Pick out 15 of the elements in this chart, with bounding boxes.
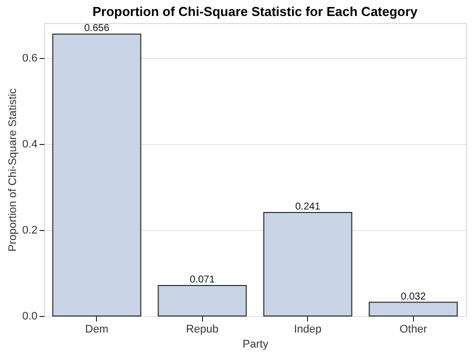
chart-title: Proportion of Chi-Square Statistic for Each Category xyxy=(92,4,418,19)
data-label: 0.071 xyxy=(190,274,216,286)
x-tick-label: Repub xyxy=(186,324,218,336)
data-label: 0.241 xyxy=(295,201,321,212)
y-tick-label: 0.4 xyxy=(22,138,38,151)
data-label: 0.656 xyxy=(84,23,110,34)
y-tick-label: 0.2 xyxy=(22,224,38,237)
y-tick-label: 0.0 xyxy=(22,310,38,322)
x-tick-label: Other xyxy=(399,324,428,336)
x-tick-label: Dem xyxy=(85,324,108,336)
y-tick-label: 0.6 xyxy=(22,52,38,65)
x-axis-title: Party xyxy=(242,338,269,350)
data-label: 0.032 xyxy=(400,291,426,302)
x-tick-label: Indep xyxy=(294,324,322,336)
y-axis-title: Proportion of Chi-Square Statistic xyxy=(7,88,20,252)
